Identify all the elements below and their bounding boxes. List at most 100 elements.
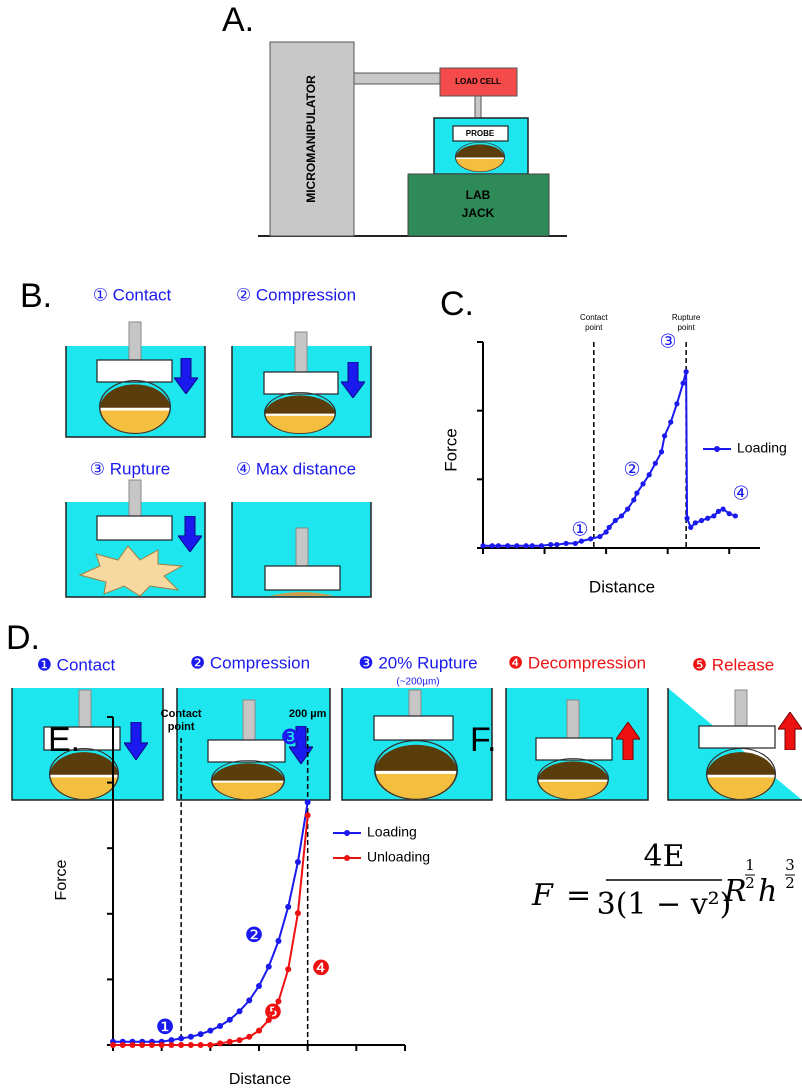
data-point: [159, 1042, 165, 1048]
rod: [129, 322, 141, 362]
sample: [100, 381, 171, 434]
data-point: [693, 520, 698, 525]
rod: [735, 690, 747, 728]
data-point: [178, 1042, 184, 1048]
plate: [264, 372, 338, 394]
data-point: [699, 518, 704, 523]
reference-label: Contact: [161, 708, 202, 720]
data-point: [607, 525, 612, 530]
exponent-den: 2: [785, 874, 795, 892]
step-note: (~200µm): [396, 677, 439, 688]
series-line: [483, 372, 735, 546]
data-point: [680, 381, 685, 386]
reference-label: Contact: [580, 313, 608, 322]
data-point: [640, 481, 645, 486]
data-point: [188, 1042, 194, 1048]
panel-label: D.: [6, 619, 40, 657]
data-point: [275, 938, 281, 944]
data-point: [613, 518, 618, 523]
y-axis-label: Force: [441, 428, 460, 471]
plate: [536, 738, 612, 760]
annotation: ❶: [156, 1015, 175, 1039]
annotation: ❷: [245, 923, 264, 947]
data-point: [514, 543, 519, 548]
data-point: [149, 1042, 155, 1048]
data-point: [653, 461, 658, 466]
plate: [699, 726, 775, 748]
data-point: [246, 997, 252, 1003]
sample: [456, 142, 505, 172]
data-point: [588, 536, 593, 541]
data-point: [716, 509, 721, 514]
annotation: ②: [623, 459, 640, 481]
data-point: [237, 1037, 243, 1043]
data-point: [674, 401, 679, 406]
sample: [707, 749, 776, 800]
rod: [567, 700, 579, 740]
data-point: [505, 543, 510, 548]
panel-label: B.: [20, 277, 52, 315]
rod: [129, 480, 141, 518]
data-point: [246, 1034, 252, 1040]
panel-label: E.: [48, 721, 80, 759]
legend-marker: [714, 446, 720, 452]
sample: [538, 758, 609, 800]
panel-label: A.: [222, 1, 254, 39]
data-point: [668, 420, 673, 425]
data-point: [139, 1042, 145, 1048]
data-point: [705, 516, 710, 521]
rod: [79, 690, 91, 728]
load-cell-label: LOAD CELL: [455, 77, 501, 86]
figure: A. MICROMANIPULATOR LOAD CELL PROBE LAB …: [0, 0, 802, 1092]
data-point: [285, 966, 291, 972]
x-axis-label: Distance: [229, 1071, 291, 1088]
data-point: [198, 1031, 204, 1037]
sample: [375, 741, 457, 800]
data-point: [711, 513, 716, 518]
data-point: [295, 910, 301, 916]
data-point: [554, 542, 559, 547]
step-label: ❸ 20% Rupture: [358, 653, 477, 672]
data-point: [597, 534, 602, 539]
data-point: [110, 1042, 116, 1048]
data-point: [490, 543, 495, 548]
rod: [295, 332, 307, 372]
legend-label: Loading: [737, 440, 787, 456]
data-point: [684, 516, 689, 521]
reference-label: 200 µm: [289, 708, 327, 720]
data-point: [548, 542, 553, 547]
data-point: [647, 472, 652, 477]
data-point: [305, 812, 311, 818]
lab-jack: [408, 174, 549, 236]
exponent-den: 2: [745, 874, 755, 892]
step-label: ① Contact: [93, 285, 172, 304]
data-point: [207, 1042, 213, 1048]
data-point: [619, 513, 624, 518]
data-point: [168, 1042, 174, 1048]
data-point: [188, 1034, 194, 1040]
data-point: [662, 433, 667, 438]
y-axis-label: Force: [53, 859, 70, 900]
equation-equals: =: [566, 878, 591, 913]
plate: [208, 740, 285, 762]
equation-numerator: 4E: [644, 839, 685, 874]
equation-base: h: [758, 874, 777, 909]
equation-denominator: 3(1 − v²): [597, 887, 732, 922]
exponent-num: 1: [745, 856, 755, 874]
data-point: [480, 543, 485, 548]
data-point: [604, 529, 609, 534]
data-point: [727, 511, 732, 516]
annotation: ④: [732, 483, 749, 505]
step-label: ③ Rupture: [90, 459, 170, 478]
step-label: ❷ Compression: [190, 653, 310, 672]
annotation: ③: [659, 331, 676, 353]
data-point: [207, 1028, 213, 1034]
reference-label: point: [677, 323, 695, 332]
legend-label: Loading: [367, 824, 417, 840]
plate: [265, 566, 340, 590]
data-point: [227, 1039, 233, 1045]
data-point: [198, 1042, 204, 1048]
sample: [265, 392, 336, 434]
micromanipulator-label: MICROMANIPULATOR: [304, 75, 318, 203]
reference-label: Rupture: [672, 313, 701, 322]
